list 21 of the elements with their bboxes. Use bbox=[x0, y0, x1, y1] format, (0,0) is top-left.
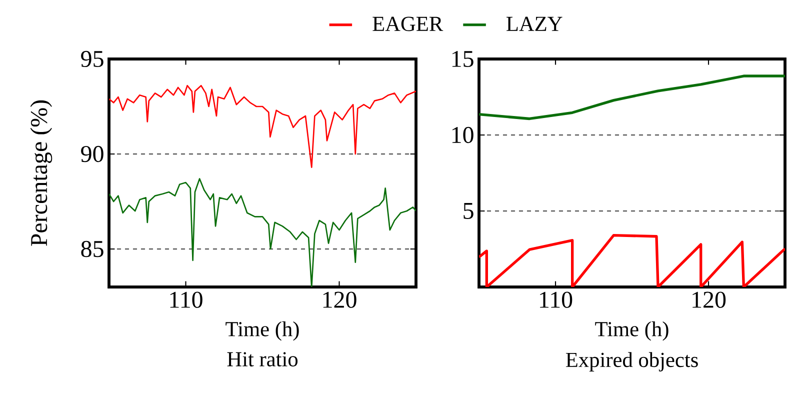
line-series bbox=[479, 74, 786, 120]
x-axis-title: Time (h) bbox=[595, 321, 668, 341]
line-series bbox=[109, 84, 416, 168]
y-tick-label: 5 bbox=[464, 203, 474, 219]
x-tick-label: 110 bbox=[170, 292, 202, 308]
legend-label: LAZY bbox=[506, 16, 562, 31]
line-series bbox=[109, 178, 416, 287]
y-tick-label: 15 bbox=[452, 50, 474, 68]
y-axis-title: Percentage (%) bbox=[30, 100, 52, 246]
x-tick-label: 110 bbox=[540, 292, 572, 308]
y-tick-label: 90 bbox=[81, 146, 104, 162]
legend-label: EAGER bbox=[372, 16, 444, 32]
line-series bbox=[479, 234, 786, 287]
text: Hit ratio bbox=[227, 352, 298, 366]
y-tick-label: 95 bbox=[81, 50, 104, 68]
y-tick-label: 85 bbox=[81, 240, 104, 258]
x-axis-title: Time (h) bbox=[226, 321, 299, 341]
x-tick-label: 120 bbox=[692, 292, 726, 308]
text: Expired objects bbox=[566, 352, 698, 372]
x-tick-label: 120 bbox=[323, 292, 356, 308]
y-tick-label: 10 bbox=[452, 126, 474, 144]
